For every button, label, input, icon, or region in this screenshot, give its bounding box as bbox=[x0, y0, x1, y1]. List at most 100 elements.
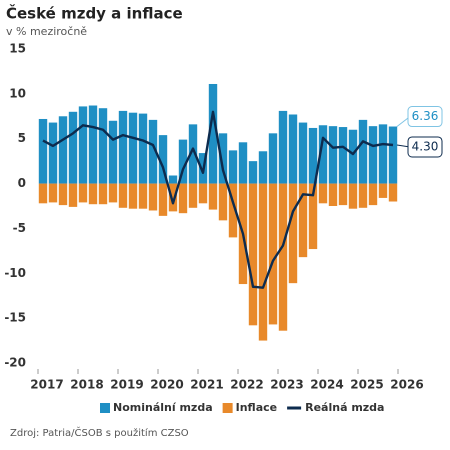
bar bbox=[228, 150, 238, 184]
bar bbox=[108, 120, 118, 184]
bar bbox=[338, 127, 348, 184]
bar bbox=[288, 183, 298, 284]
bar bbox=[48, 183, 58, 203]
bar bbox=[148, 119, 158, 184]
bar bbox=[328, 126, 338, 184]
bar bbox=[78, 183, 88, 203]
bar bbox=[218, 183, 228, 221]
chart-subtitle: v % meziročně bbox=[6, 25, 87, 38]
bar bbox=[228, 183, 238, 238]
y-tick-label: -20 bbox=[4, 356, 26, 370]
bar bbox=[348, 129, 358, 184]
legend-label: Inflace bbox=[236, 401, 277, 414]
bar bbox=[318, 183, 328, 204]
chart-title: České mzdy a inflace bbox=[6, 4, 183, 23]
label-box bbox=[407, 136, 443, 158]
bar bbox=[188, 124, 198, 184]
bar bbox=[208, 83, 218, 184]
value-label: 6.36 bbox=[412, 109, 439, 123]
bar bbox=[258, 151, 268, 184]
bar bbox=[388, 183, 398, 202]
bar bbox=[248, 161, 258, 184]
x-tick-label: 2026 bbox=[390, 378, 423, 392]
source: Zdroj: Patria/ČSOB s použitím CZSO bbox=[10, 426, 189, 439]
bar bbox=[178, 183, 188, 214]
bar bbox=[128, 112, 138, 184]
bar bbox=[178, 139, 188, 184]
bar bbox=[198, 183, 208, 204]
bar bbox=[248, 183, 258, 326]
y-tick-label: 10 bbox=[9, 86, 26, 100]
bar bbox=[308, 127, 318, 184]
bar bbox=[328, 183, 338, 206]
bar bbox=[298, 183, 308, 258]
bar bbox=[128, 183, 138, 209]
y-tick-label: 0 bbox=[18, 176, 26, 190]
bar bbox=[358, 119, 368, 184]
bar bbox=[208, 183, 218, 210]
bar bbox=[388, 126, 398, 184]
bar bbox=[278, 183, 288, 331]
line bbox=[42, 110, 394, 289]
bar bbox=[338, 183, 348, 206]
x-tick-label: 2020 bbox=[150, 378, 183, 392]
bar bbox=[98, 183, 108, 205]
bar bbox=[68, 111, 78, 184]
bar bbox=[38, 118, 48, 184]
bar bbox=[148, 183, 158, 211]
bar bbox=[108, 183, 118, 203]
bar bbox=[138, 183, 148, 209]
y-tick-label: -15 bbox=[4, 311, 26, 325]
y-tick-label: 5 bbox=[18, 131, 26, 145]
bar bbox=[218, 133, 228, 184]
bar bbox=[168, 175, 178, 184]
legend-swatch bbox=[100, 403, 110, 413]
x-tick-label: 2023 bbox=[270, 378, 303, 392]
bar bbox=[308, 183, 318, 250]
bar bbox=[368, 183, 378, 206]
x-tick-label: 2019 bbox=[110, 378, 143, 392]
bar bbox=[58, 183, 68, 206]
y-tick-label: -10 bbox=[4, 266, 26, 280]
bar bbox=[78, 106, 88, 184]
bar bbox=[138, 113, 148, 184]
bar bbox=[38, 183, 48, 204]
bar bbox=[98, 108, 108, 184]
bar bbox=[238, 142, 248, 184]
bar bbox=[278, 110, 288, 184]
bar bbox=[378, 183, 388, 198]
legend-swatch bbox=[222, 403, 233, 413]
x-tick-label: 2025 bbox=[350, 378, 383, 392]
bar bbox=[118, 183, 128, 208]
y-tick-label: -5 bbox=[13, 221, 26, 235]
bar bbox=[288, 114, 298, 184]
label-box bbox=[407, 106, 443, 128]
bar bbox=[378, 124, 388, 184]
bar bbox=[68, 183, 78, 207]
bar bbox=[58, 116, 68, 184]
bar bbox=[258, 183, 268, 341]
x-tick-label: 2021 bbox=[190, 378, 223, 392]
bar bbox=[188, 183, 198, 208]
x-tick-label: 2022 bbox=[230, 378, 263, 392]
legend-label: Nominální mzda bbox=[113, 401, 213, 414]
bar bbox=[268, 183, 278, 325]
bar bbox=[358, 183, 368, 208]
bar bbox=[268, 133, 278, 184]
bar bbox=[348, 183, 358, 209]
bar bbox=[88, 183, 98, 205]
x-tick-label: 2024 bbox=[310, 378, 343, 392]
bar bbox=[168, 183, 178, 212]
bar bbox=[298, 122, 308, 184]
bar bbox=[48, 122, 58, 184]
bar bbox=[118, 110, 128, 184]
y-tick-label: 15 bbox=[9, 42, 26, 56]
value-label: 4.30 bbox=[412, 139, 439, 153]
bar bbox=[158, 135, 168, 184]
bar bbox=[158, 183, 168, 216]
x-tick-label: 2017 bbox=[30, 378, 63, 392]
x-tick-label: 2018 bbox=[70, 378, 103, 392]
bar bbox=[368, 126, 378, 184]
bar bbox=[88, 105, 98, 184]
